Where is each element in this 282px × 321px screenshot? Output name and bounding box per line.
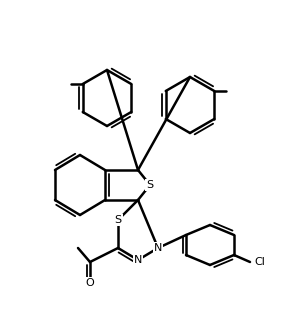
Text: Cl: Cl	[254, 257, 265, 267]
Text: S: S	[114, 215, 122, 225]
Text: O: O	[86, 278, 94, 288]
Text: S: S	[146, 180, 154, 190]
Text: N: N	[154, 243, 162, 253]
Text: N: N	[134, 255, 142, 265]
